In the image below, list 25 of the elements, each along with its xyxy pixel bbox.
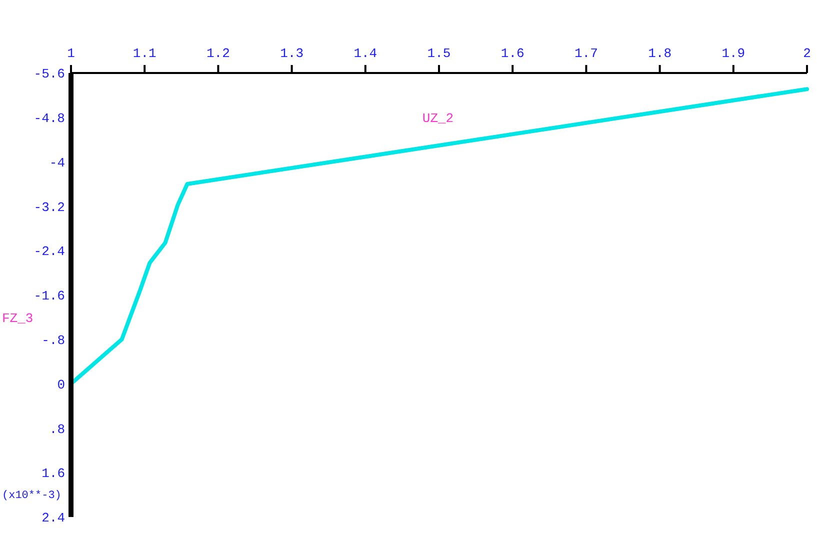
y-tick-label: 1.6 [42, 466, 65, 482]
x-tick-label: 1.7 [574, 46, 598, 61]
x-tick-label: 1.4 [354, 46, 378, 61]
x-tick-label: 2 [803, 46, 811, 61]
y-axis-title: FZ_3 [2, 310, 34, 326]
x-tick-label: 1.2 [206, 46, 230, 61]
x-tick-label: 1.1 [132, 46, 156, 61]
x-tick-label: 1.5 [427, 46, 451, 61]
y-tick-label: -1.6 [34, 288, 65, 304]
x-tick-label: 1.9 [722, 46, 746, 61]
x-tick-label: 1.8 [648, 46, 672, 61]
y-tick-label: 2.4 [42, 510, 66, 526]
y-tick-label: -4.8 [34, 110, 65, 126]
x-tick-label: 1.3 [280, 46, 304, 61]
y-tick-label: -2.4 [34, 244, 66, 260]
x-tick-label: 1 [67, 46, 76, 61]
y-tick-label: -4 [49, 155, 66, 170]
x-axis-title: UZ_2 [422, 111, 454, 126]
y-tick-label: .8 [49, 422, 65, 437]
y-tick-label: -.8 [42, 332, 65, 348]
text: (x10**-3) [2, 490, 62, 502]
y-tick-label: 0 [57, 377, 65, 392]
y-tick-label: -3.2 [34, 200, 65, 215]
y-tick-label: -5.6 [34, 66, 65, 82]
x-tick-label: 1.6 [500, 46, 524, 61]
